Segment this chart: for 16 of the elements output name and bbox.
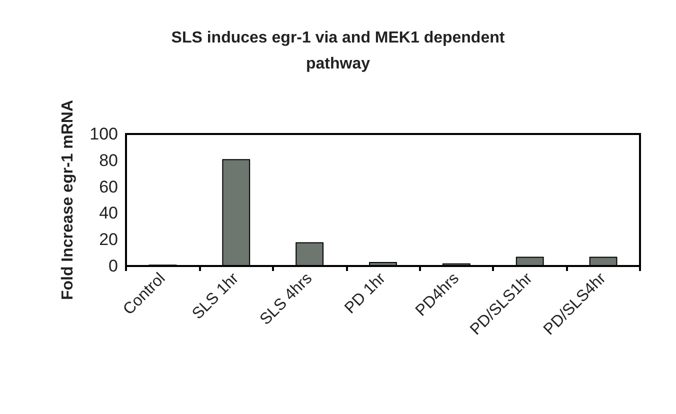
x-tick-label: SLS 4hrs xyxy=(257,270,316,329)
y-tick-label: 40 xyxy=(99,204,118,223)
y-tick-label: 80 xyxy=(99,150,118,170)
y-axis-title: Fold Increase egr-1 mRNA xyxy=(60,100,76,300)
y-tick-label: 20 xyxy=(99,230,118,250)
bar xyxy=(589,256,618,266)
bar xyxy=(369,262,397,266)
bar xyxy=(296,242,324,266)
x-tick-label: SLS 1hr xyxy=(189,270,243,323)
y-tick-label: 0 xyxy=(108,256,118,276)
bar xyxy=(222,159,250,266)
x-tick-label: PD 1hr xyxy=(342,270,390,318)
y-tick-label: 100 xyxy=(90,124,118,144)
y-tick-label: 60 xyxy=(99,177,118,196)
bar xyxy=(516,256,544,266)
chart-title: SLS induces egr-1 via and MEK1 dependent pathway xyxy=(171,30,506,72)
